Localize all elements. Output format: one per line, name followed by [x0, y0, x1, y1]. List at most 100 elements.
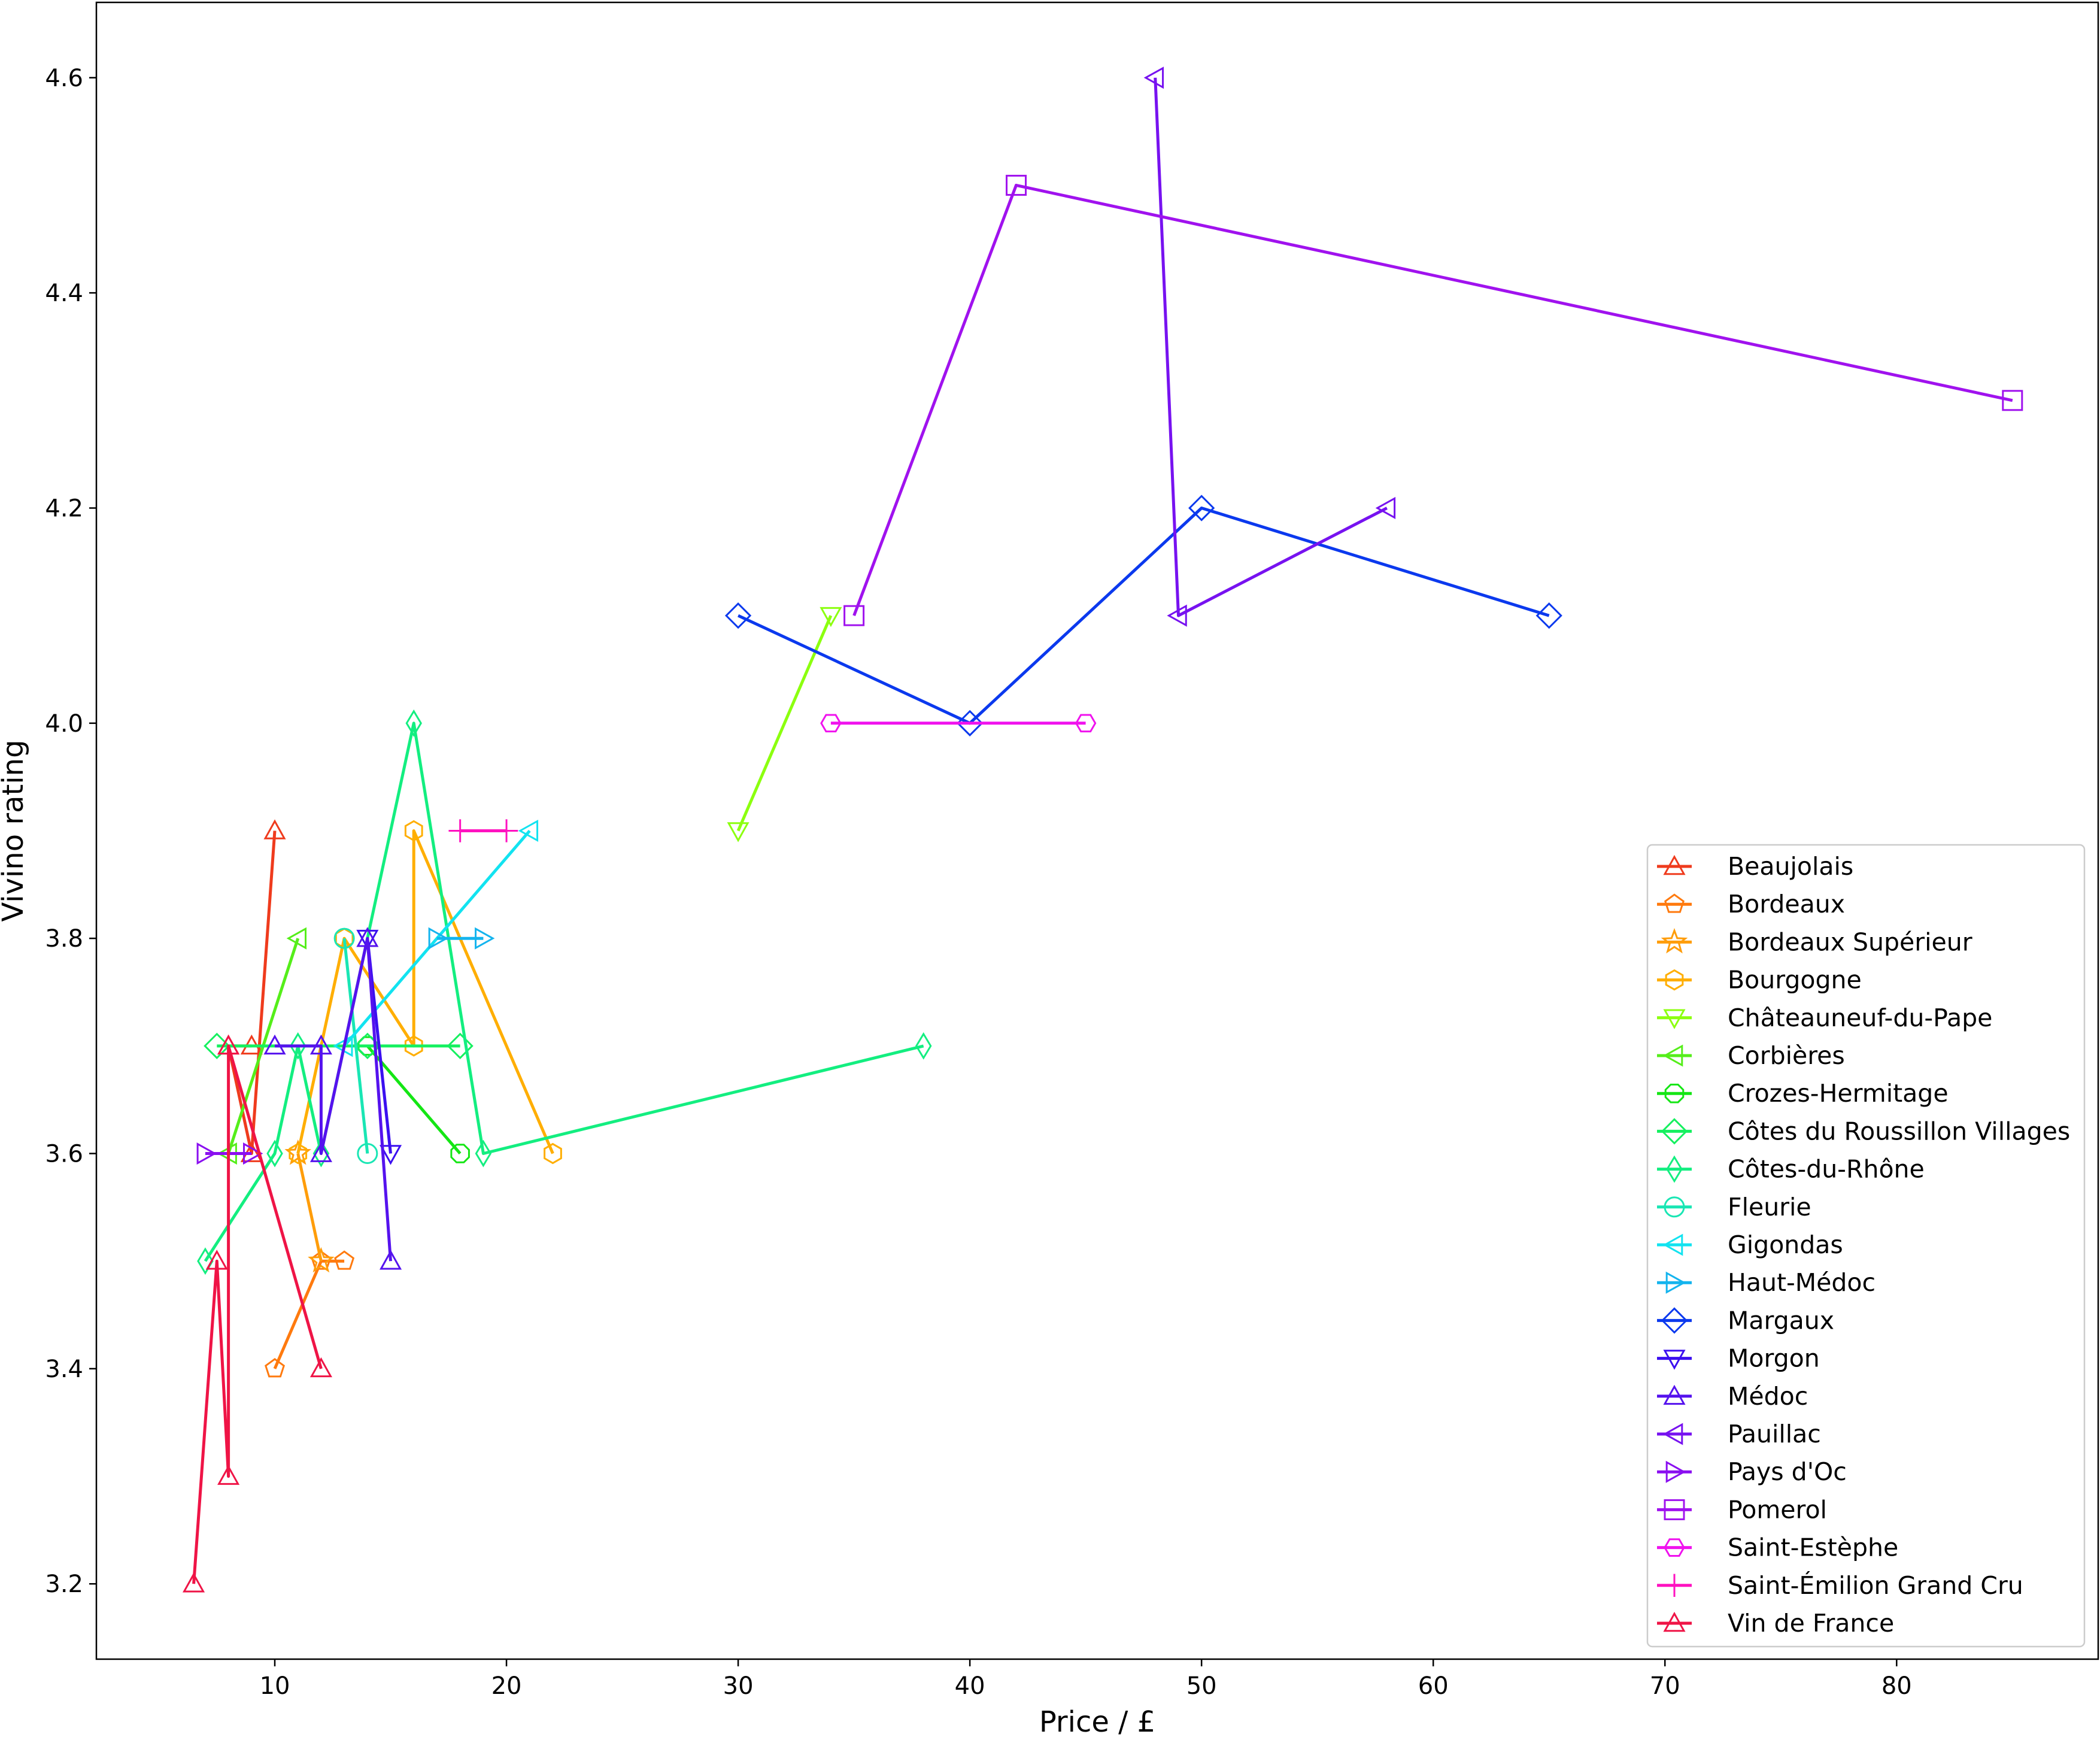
data-point — [356, 929, 379, 950]
data-point — [2002, 390, 2023, 411]
data-point — [1663, 854, 1686, 875]
data-point — [1664, 1499, 1685, 1520]
data-point — [196, 1142, 217, 1165]
legend-label: Pauillac — [1728, 1420, 1821, 1448]
legend-item: Médoc — [1657, 1382, 1808, 1411]
series-11 — [428, 927, 495, 950]
y-tick-label: 3.4 — [45, 1356, 83, 1383]
legend-item: Saint-Estèphe — [1657, 1533, 1898, 1562]
series-line — [275, 936, 392, 1262]
legend-item: Châteauneuf-du-Pape — [1657, 1004, 1992, 1032]
data-point — [334, 1250, 355, 1270]
series-4 — [727, 607, 842, 842]
legend-item: Pauillac — [1657, 1420, 1821, 1448]
legend-item: Corbières — [1657, 1041, 1845, 1070]
legend-item: Pomerol — [1657, 1495, 1827, 1524]
data-point — [1663, 1384, 1686, 1405]
data-point — [727, 822, 749, 842]
data-point — [217, 1034, 240, 1055]
legend-item: Crozes-Hermitage — [1657, 1079, 1949, 1108]
data-point — [1661, 927, 1688, 954]
legend-label: Morgon — [1728, 1344, 1820, 1373]
series-line — [1154, 77, 1388, 617]
y-tick-label: 4.4 — [45, 280, 83, 307]
series-line — [296, 829, 554, 1154]
data-point — [1188, 495, 1215, 522]
legend-label: Bourgogne — [1728, 966, 1862, 995]
data-point — [309, 1357, 332, 1378]
legend-item: Bordeaux Supérieur — [1657, 927, 1972, 956]
data-point — [428, 927, 449, 950]
legend-item: Vin de France — [1657, 1609, 1894, 1638]
legend-label: Gigondas — [1728, 1230, 1843, 1259]
data-point — [266, 1139, 283, 1168]
data-point — [1375, 496, 1396, 520]
legend-item: Bourgogne — [1657, 966, 1862, 995]
data-point — [1664, 1538, 1685, 1557]
data-point — [183, 1572, 205, 1593]
legend-item: Saint-Émilion Grand Cru — [1657, 1571, 2023, 1600]
data-point — [1663, 1009, 1686, 1029]
plot-area-frame — [95, 1, 2099, 1660]
series-12 — [724, 495, 1562, 736]
x-tick-label: 40 — [955, 1672, 985, 1700]
legend-frame — [1646, 844, 2086, 1648]
x-tick-label: 20 — [491, 1672, 522, 1700]
axis-ticks: 10 20 30 40 50 60 70 80 3.2 3.4 3.6 3.8 4.0 4.2 4.4 4.6 — [45, 65, 1911, 1700]
legend-label: Vin de France — [1728, 1609, 1894, 1638]
data-point — [544, 1142, 562, 1165]
legend-label: Crozes-Hermitage — [1728, 1079, 1949, 1108]
data-point — [312, 1139, 330, 1168]
data-point — [289, 1032, 306, 1060]
data-point — [494, 819, 518, 842]
y-tick-label: 3.8 — [45, 925, 83, 953]
series-1 — [265, 1250, 355, 1378]
series-8 — [197, 709, 932, 1275]
legend-label: Châteauneuf-du-Pape — [1728, 1004, 1992, 1032]
data-point — [308, 1247, 335, 1273]
data-point — [1143, 66, 1164, 89]
data-point — [289, 1142, 308, 1165]
series-20 — [183, 1034, 332, 1593]
data-point — [1662, 1044, 1683, 1067]
legend-label: Beaujolais — [1728, 852, 1853, 881]
series-line — [227, 830, 277, 1155]
data-point — [265, 1358, 286, 1378]
data-point — [404, 1035, 423, 1057]
data-point — [843, 605, 865, 626]
data-point — [356, 927, 379, 947]
legend-label: Fleurie — [1728, 1193, 1811, 1221]
y-tick-label: 4.2 — [45, 495, 83, 522]
legend-item: Côtes-du-Rhône — [1657, 1155, 1925, 1184]
data-point — [1662, 1423, 1683, 1445]
y-tick-label: 3.2 — [45, 1571, 83, 1598]
legend-label: Saint-Estèphe — [1728, 1533, 1898, 1562]
series-line — [738, 507, 1550, 725]
data-point — [1662, 1233, 1683, 1256]
x-tick-label: 10 — [260, 1672, 290, 1700]
data-point — [379, 1145, 402, 1165]
data-point — [448, 819, 472, 842]
data-point — [1663, 1350, 1686, 1370]
data-point — [724, 602, 752, 629]
x-tick-label: 80 — [1881, 1672, 1912, 1700]
data-point — [1664, 1083, 1685, 1104]
data-point — [1662, 1574, 1686, 1597]
data-point — [405, 709, 422, 737]
x-tick-label: 30 — [723, 1672, 754, 1700]
data-point — [1167, 604, 1187, 627]
legend-item: Haut-Médoc — [1657, 1268, 1876, 1297]
legend-item: Morgon — [1657, 1344, 1820, 1373]
legend-label: Saint-Émilion Grand Cru — [1728, 1571, 2023, 1600]
data-point — [1665, 1460, 1686, 1483]
legend-label: Corbières — [1728, 1041, 1845, 1070]
data-point — [309, 1034, 332, 1055]
data-point — [379, 1250, 402, 1270]
y-tick-label: 3.6 — [45, 1141, 83, 1168]
data-point — [915, 1032, 932, 1060]
data-point — [475, 927, 495, 950]
series-layer — [183, 66, 2023, 1593]
data-point — [1664, 893, 1685, 913]
legend-item: Margaux — [1657, 1306, 1834, 1335]
